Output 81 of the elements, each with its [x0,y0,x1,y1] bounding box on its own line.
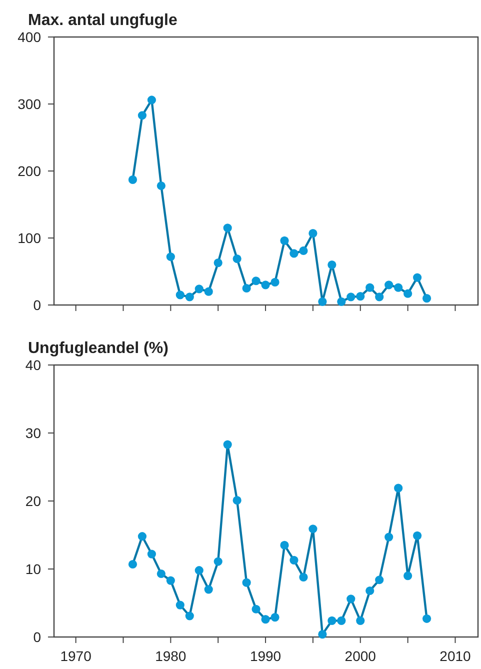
point [394,484,403,492]
point [232,496,242,505]
point [223,440,232,449]
point [404,572,412,580]
point [232,254,242,264]
point [214,258,222,268]
chart-title: Max. antal ungfugle [28,12,178,29]
y-tick-label: 100 [18,230,42,246]
point [204,287,213,296]
point [337,616,346,625]
point [156,569,166,578]
point [308,229,318,238]
point [252,276,260,286]
point [404,289,412,298]
y-tick-label: 40 [25,357,42,373]
y-tick-label: 0 [33,297,42,313]
y-tick-label: 20 [25,493,42,509]
point [270,278,280,287]
point [356,292,365,301]
y-tick-label: 300 [18,96,42,112]
point [328,616,336,625]
point [337,297,346,306]
point [147,96,156,104]
x-tick-label: 2000 [344,648,376,664]
point [138,111,147,120]
point [270,612,280,622]
point [290,556,298,564]
y-tick-label: 0 [33,629,42,645]
point [412,273,422,282]
y-tick-label: 30 [25,425,42,441]
point [299,246,308,256]
y-tick-label: 200 [18,163,42,179]
point [328,260,336,270]
x-tick-label: 1980 [155,648,186,664]
point [128,560,138,569]
point [308,524,318,534]
point [204,585,213,594]
point [280,540,289,550]
point [299,572,308,582]
y-tick-label: 10 [25,561,42,577]
point [128,175,138,184]
point [412,531,422,540]
point [375,576,384,584]
point [242,284,251,293]
point [346,594,356,604]
point [346,292,356,302]
chart-title: Ungfugleandel (%) [28,340,168,357]
point [194,284,204,294]
point [394,283,403,292]
point [176,290,184,300]
point [384,280,394,290]
point [176,600,184,610]
point [422,294,432,303]
point [242,578,251,587]
point [194,566,204,575]
point [223,224,232,232]
point [261,280,270,290]
point [318,630,327,639]
point [166,576,175,585]
point [185,612,194,620]
point [147,550,156,558]
point [252,604,260,614]
point [290,249,298,258]
point [280,236,289,245]
y-tick-label: 400 [18,29,42,45]
point [138,532,147,541]
point [156,181,166,190]
point [384,532,394,542]
point [375,292,384,302]
point [356,616,365,625]
point [261,615,270,624]
point [318,297,327,306]
point [166,252,175,262]
point [366,283,374,292]
point [214,557,222,566]
x-tick-label: 2010 [440,648,472,664]
point [422,614,432,623]
x-tick-label: 1970 [60,648,92,664]
point [185,292,194,302]
x-tick-label: 1990 [250,648,282,664]
point [366,586,374,596]
